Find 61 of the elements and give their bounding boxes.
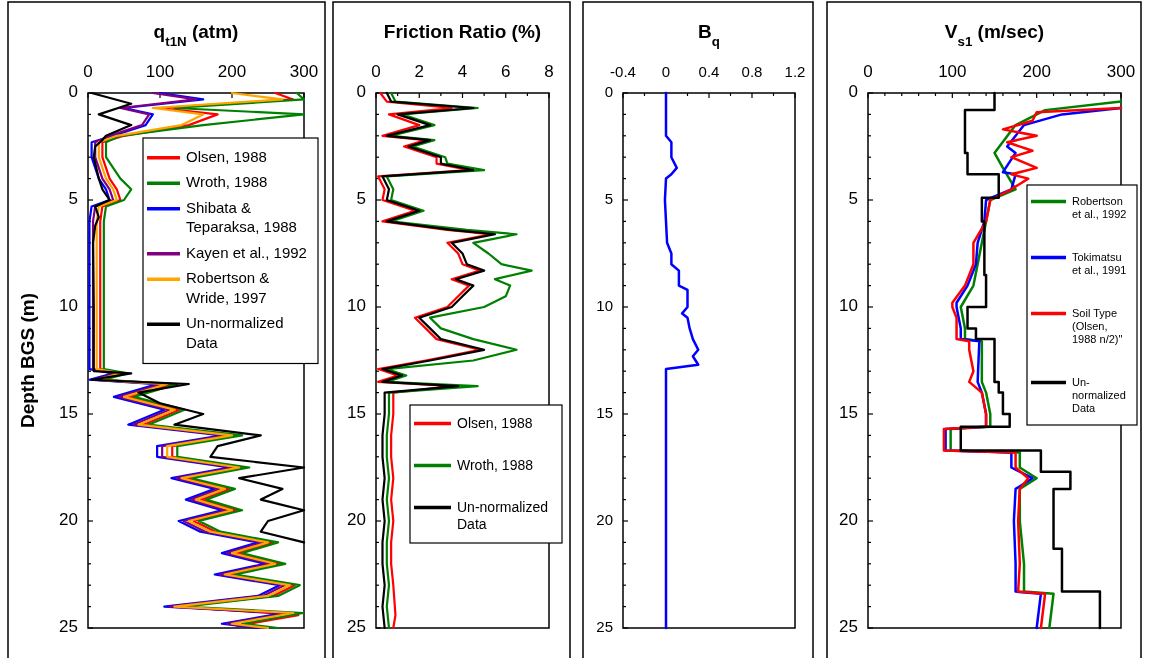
y-tick-label: 5 <box>848 189 858 209</box>
x-tick-label: 100 <box>938 62 967 81</box>
legend-label: Tokimatsu et al., 1991 <box>1072 250 1127 276</box>
y-tick-label: 25 <box>347 617 366 637</box>
x-tick-label: 0.8 <box>741 63 763 80</box>
legend-label: Robertson et al., 1992 <box>1072 194 1127 220</box>
x-tick-label: 8 <box>544 62 554 81</box>
y-tick-label: 15 <box>839 403 858 423</box>
y-tick-label: 5 <box>604 189 613 207</box>
x-tick-label: 300 <box>1106 62 1136 81</box>
line-series <box>663 91 700 630</box>
y-tick-label: 0 <box>68 82 78 102</box>
y-tick-label: 0 <box>848 82 858 102</box>
legend-label: Un-normalized Data <box>1072 375 1126 414</box>
x-tick-label: 0.4 <box>698 63 720 80</box>
y-tick-label: 25 <box>839 617 858 637</box>
y-tick-label: 20 <box>59 510 78 530</box>
x-tick-label: 6 <box>501 62 511 81</box>
x-tick-label: 0 <box>863 62 873 81</box>
y-tick-label: 15 <box>59 403 78 423</box>
legend-label: Olsen, 1988 <box>186 147 267 165</box>
x-tick-label: -0.4 <box>610 63 636 80</box>
y-tick-label: 10 <box>347 296 366 316</box>
chart-title: V$_{s1}$ (m/sec) <box>944 21 1045 49</box>
legend-label: Shibata & Teparaksa, 1988 <box>186 198 297 236</box>
y-tick-label: 15 <box>347 403 366 423</box>
x-tick-label: 2 <box>414 62 424 81</box>
y-tick-label: 0 <box>356 82 366 102</box>
y-axis-title: Depth BGS (m) <box>17 292 38 429</box>
y-tick-label: 10 <box>59 296 78 316</box>
y-tick-label: 5 <box>68 189 78 209</box>
legend-label: Wroth, 1988 <box>186 173 268 191</box>
x-tick-label: 1.2 <box>784 63 806 80</box>
y-tick-label: 20 <box>347 510 366 530</box>
chart-title: q$_{t1N}$ (atm) <box>153 21 239 49</box>
legend-label: Un-normalized Data <box>457 498 549 532</box>
x-tick-label: 0 <box>371 62 381 81</box>
legend-label: Kayen et al., 1992 <box>186 243 307 261</box>
x-tick-label: 4 <box>457 62 468 81</box>
y-tick-label: 10 <box>596 296 613 314</box>
x-tick-label: 300 <box>289 62 319 81</box>
legend-label: Soil Type (Olsen, 1988 n/2)" <box>1072 306 1123 345</box>
x-tick-label: 200 <box>217 62 247 81</box>
y-tick-label: 15 <box>596 403 613 421</box>
chart-title: B$_{q}$ <box>698 21 720 49</box>
y-tick-label: 20 <box>839 510 858 530</box>
legend-label: Wroth, 1988 <box>457 456 534 473</box>
y-tick-label: 10 <box>839 296 858 316</box>
legend-label: Olsen, 1988 <box>457 414 533 431</box>
y-tick-label: 20 <box>596 510 613 528</box>
y-tick-label: 0 <box>604 82 613 100</box>
x-tick-label: 100 <box>145 62 175 81</box>
y-tick-label: 25 <box>596 617 613 635</box>
legend-label: Un-normalized Data <box>186 314 284 351</box>
legend-label: Robertson & Wride, 1997 <box>186 269 270 306</box>
x-tick-label: 0 <box>83 62 93 81</box>
chart-title: Friction Ratio (%) <box>383 21 542 42</box>
y-tick-label: 25 <box>59 617 78 637</box>
x-tick-label: 200 <box>1022 62 1051 81</box>
x-tick-label: 0 <box>661 63 671 80</box>
y-tick-label: 5 <box>356 189 366 209</box>
